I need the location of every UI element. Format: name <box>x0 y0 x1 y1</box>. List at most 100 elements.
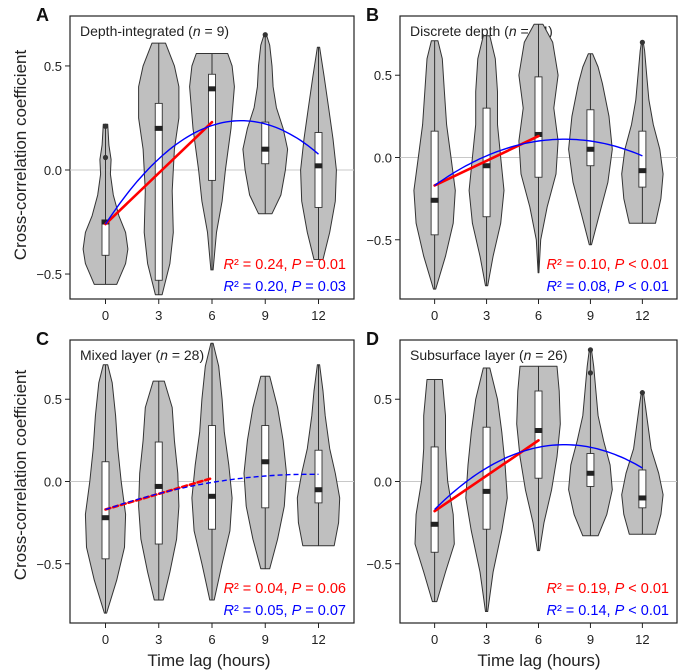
y-tick-label: 0.5 <box>374 68 392 83</box>
panel-title-n: n <box>509 23 517 39</box>
stats-r-value: ² = 0.08, <box>557 279 615 295</box>
violin-iqr-box <box>586 453 595 487</box>
y-tick-label: −0.5 <box>366 557 392 572</box>
violin-iqr-box <box>534 390 543 479</box>
violin-iqr-box <box>638 469 647 509</box>
violin-median <box>482 488 491 494</box>
y-tick-label: 0.0 <box>44 475 62 490</box>
stats-p-label: P <box>615 257 625 273</box>
stats-annotation: R² = 0.08, P < 0.01 <box>546 279 669 295</box>
stats-p-label: P <box>292 581 302 597</box>
panel-title-text: Subsurface layer ( <box>410 347 524 363</box>
stats-p-value: = 0.03 <box>301 279 346 295</box>
x-tick-label: 3 <box>155 632 162 647</box>
x-tick-label: 6 <box>535 308 542 323</box>
stats-r-value: ² = 0.24, <box>234 257 292 273</box>
stats-r-label: R <box>223 257 234 273</box>
violin-median <box>208 493 216 499</box>
violin-median <box>430 521 439 527</box>
panel-c: C Mixed layer (n = 28) −0.5 0.0 0.5 0 3 6 9 12 R² … <box>36 329 355 647</box>
y-tick-label: −0.5 <box>366 233 392 248</box>
quadratic-fit-curve <box>434 138 643 187</box>
x-tick-label: 3 <box>483 308 490 323</box>
violin-median <box>261 146 270 152</box>
violin-iqr-box <box>638 130 647 188</box>
x-tick-label: 3 <box>155 308 162 323</box>
violin-median <box>101 219 110 225</box>
x-tick-label: 12 <box>635 632 649 647</box>
violin-outlier <box>639 390 645 396</box>
y-tick-label: −0.5 <box>36 267 62 282</box>
stats-r-value: ² = 0.19, <box>557 581 615 597</box>
stats-p-value: = 0.06 <box>301 581 346 597</box>
violin-outlier <box>639 39 645 45</box>
y-tick-label: −0.5 <box>36 557 62 572</box>
x-axis-label-left: Time lag (hours) <box>147 651 270 670</box>
violin-median <box>314 163 323 169</box>
violin-outlier <box>102 154 109 161</box>
violin-outlier <box>262 32 268 38</box>
panel-title-text: Mixed layer ( <box>80 347 160 363</box>
violin-median <box>586 146 595 152</box>
stats-annotation: R² = 0.14, P < 0.01 <box>546 603 669 619</box>
violin-iqr-box <box>154 102 163 281</box>
x-tick-label: 9 <box>587 632 594 647</box>
stats-p-value: = 0.07 <box>301 603 346 619</box>
panel-d: D Subsurface layer (n = 26) −0.5 0.0 0.5 0 3 6 9… <box>366 329 678 647</box>
stats-p-label: P <box>615 581 625 597</box>
x-tick-label: 0 <box>102 632 109 647</box>
x-tick-label: 12 <box>635 308 649 323</box>
linear-fit-line <box>104 120 214 226</box>
x-axis-label-right: Time lag (hours) <box>477 651 600 670</box>
violin-outlier <box>587 347 594 353</box>
stats-annotation: R² = 0.24, P = 0.01 <box>223 257 346 273</box>
violin-iqr-box <box>534 76 543 178</box>
panel-title-n: n <box>193 23 201 39</box>
stats-annotation: R² = 0.20, P = 0.03 <box>223 279 346 295</box>
x-tick-label: 0 <box>431 632 438 647</box>
x-tick-label: 9 <box>262 632 269 647</box>
violin-median <box>638 168 647 174</box>
stats-r-label: R <box>223 581 234 597</box>
stats-r-value: ² = 0.05, <box>234 603 292 619</box>
y-axis-label-bottom: Cross-correlation coefficient <box>11 370 30 581</box>
violin-iqr-box <box>261 121 270 165</box>
stats-p-value: < 0.01 <box>624 279 669 295</box>
stats-p-value: = 0.01 <box>301 257 346 273</box>
panel-title: Subsurface layer (n = 26) <box>410 347 568 363</box>
y-axis-label-top: Cross-correlation coefficient <box>11 50 30 261</box>
violin-median <box>430 197 439 203</box>
x-tick-label: 3 <box>483 632 490 647</box>
violin-median <box>482 163 491 169</box>
violin-median <box>208 86 216 92</box>
y-tick-label: 0.5 <box>374 392 392 407</box>
quadratic-fit-curve <box>104 120 319 225</box>
x-tick-label: 12 <box>311 632 325 647</box>
x-tick-label: 9 <box>262 308 269 323</box>
stats-r-label: R <box>546 279 557 295</box>
violin-iqr-box <box>314 449 323 504</box>
stats-p-value: < 0.01 <box>624 257 669 273</box>
panel-title-n: n <box>524 347 532 363</box>
stats-r-value: ² = 0.14, <box>557 603 615 619</box>
stats-p-label: P <box>292 279 302 295</box>
panel-letter: A <box>36 5 49 25</box>
violin-median <box>314 487 323 493</box>
violin-median <box>586 470 595 476</box>
y-tick-label: 0.0 <box>374 151 392 166</box>
violin-iqr-box <box>208 425 216 530</box>
violin-iqr-box <box>101 221 110 256</box>
stats-annotation: R² = 0.19, P < 0.01 <box>546 581 669 597</box>
stats-r-value: ² = 0.04, <box>234 581 292 597</box>
stats-p-label: P <box>615 279 625 295</box>
stats-r-value: ² = 0.10, <box>557 257 615 273</box>
panel-a: A Depth-integrated (n = 9) −0.5 0.0 0.5 0 3 6 9 1… <box>36 5 355 323</box>
stats-p-label: P <box>292 257 302 273</box>
y-tick-label: 0.0 <box>374 475 392 490</box>
quadratic-fit-curve <box>434 444 643 511</box>
violin-iqr-box <box>586 109 595 167</box>
stats-r-label: R <box>546 603 557 619</box>
x-tick-label: 0 <box>431 308 438 323</box>
